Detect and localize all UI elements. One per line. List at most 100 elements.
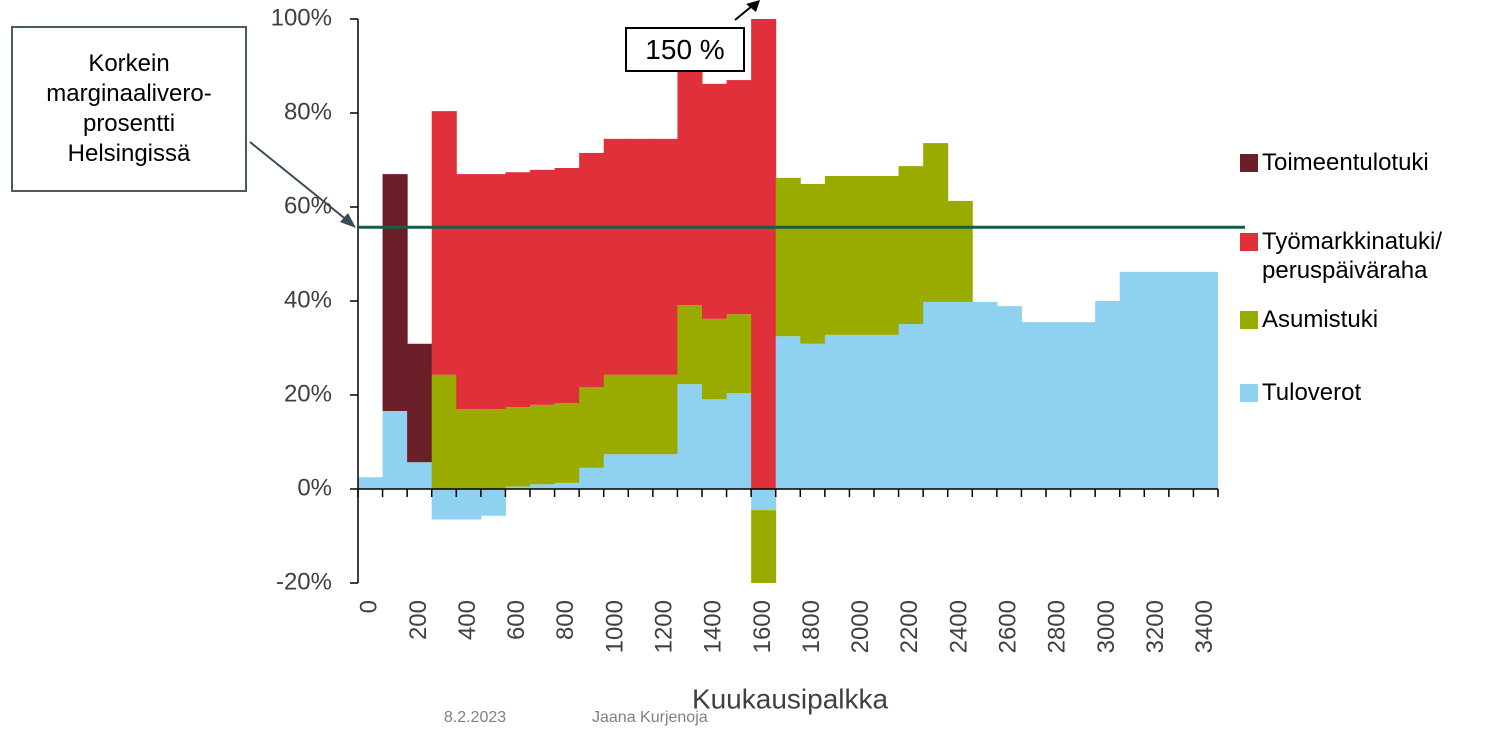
legend-swatch [1240,154,1258,172]
bar-segment [579,152,605,388]
bar-segment [1193,271,1218,489]
bar-segment [480,174,506,410]
bar-segment [554,167,580,403]
y-tick-label: 40% [284,286,332,313]
bar-segment [505,172,531,408]
y-tick-label: 80% [284,98,332,125]
x-tick-label: 1600 [749,600,776,653]
footer-author: Jaana Kurjenoja [592,709,708,726]
x-tick-label: 1200 [650,600,677,653]
annotation-arrow [249,141,349,222]
bar-segment [554,402,580,483]
bar-segment [726,80,752,315]
bar-segment [923,143,949,302]
bar-segment [652,138,678,375]
bar-segment [1119,271,1145,489]
bar-segment [579,387,605,468]
bar-segment [849,175,875,335]
bar-segment [947,301,973,489]
bar-segment [824,334,850,489]
legend-label: Asumistuki [1262,306,1379,333]
x-tick-label: 1400 [700,600,727,653]
bar-segment [628,454,654,489]
x-tick-label: 1000 [601,600,628,653]
bar-segment [751,19,777,489]
x-tick-label: 800 [552,600,579,640]
y-tick-label: 60% [284,192,332,219]
x-tick-label: 400 [454,600,481,640]
x-axis-title: Kuukausipalkka [692,683,889,714]
arrow-head [340,213,356,228]
annotation-arrow [734,5,753,21]
bar-segment [1144,271,1170,489]
bar-segment [456,489,482,520]
x-tick-label: 600 [503,600,530,640]
bar-segment [628,138,654,375]
y-tick-label: -20% [276,568,332,595]
x-tick-label: 2400 [945,600,972,653]
x-tick-label: 3000 [1093,600,1120,653]
bar-segment [652,454,678,489]
bar-segment [775,177,801,337]
bar-segment [898,166,924,325]
bar-segment [677,68,703,306]
bar-segment [480,409,506,489]
bar-segment [382,174,408,411]
bar-segment [456,409,482,489]
bar-segment [726,314,752,394]
legend-label: Toimeentulotuki [1262,149,1429,176]
bar-segment [431,374,457,489]
bar-segment [824,175,850,335]
bar-segment [382,410,408,489]
bar-segment [603,374,629,455]
x-tick-label: 3200 [1142,600,1169,653]
bar-segment [947,200,973,302]
bar-segment [898,324,924,489]
bar-segment [800,343,826,489]
bar-segment [874,175,900,335]
x-tick-label: 2000 [847,600,874,653]
bar-segment [431,111,457,375]
x-tick-label: 1800 [798,600,825,653]
bar-segment [1021,322,1047,489]
bar-segment [480,489,506,516]
legend-swatch [1240,233,1258,251]
bar-segment [702,318,728,400]
bar-segment [702,399,728,489]
bar-segment [702,83,728,319]
bar-segment [800,183,826,344]
x-tick-label: 2800 [1044,600,1071,653]
bar-segment [456,174,482,410]
reference-annotation: Korkein marginaalivero- prosentti Helsin… [11,26,247,192]
bar-segment [751,510,777,583]
footer-date: 8.2.2023 [444,709,506,726]
bar-segment [603,138,629,375]
plot-area [358,19,1218,583]
x-tick-label: 2200 [896,600,923,653]
bar-segment [431,489,457,520]
x-tick-label: 0 [356,600,383,613]
bar-segment [751,489,777,511]
bar-segment [358,477,384,489]
bar-segment [407,343,433,463]
y-tick-label: 100% [271,4,332,31]
bar-segment [603,454,629,489]
value-annotation: 150 % [625,27,745,72]
bar-segment [579,467,605,489]
legend-label: Työmarkkinatuki/ peruspäiväraha [1262,228,1443,284]
bar-segment [996,306,1022,489]
bar-segment [874,334,900,489]
legend-swatch [1240,384,1258,402]
bar-segment [849,334,875,489]
x-tick-label: 2600 [994,600,1021,653]
y-tick-label: 0% [297,474,332,501]
bar-segment [1070,322,1096,489]
bar-segment [1095,301,1121,489]
bar-segment [972,301,998,489]
bar-segment [726,393,752,489]
x-tick-label: 200 [405,600,432,640]
bar-segment [530,484,556,489]
arrow-head [746,0,760,12]
